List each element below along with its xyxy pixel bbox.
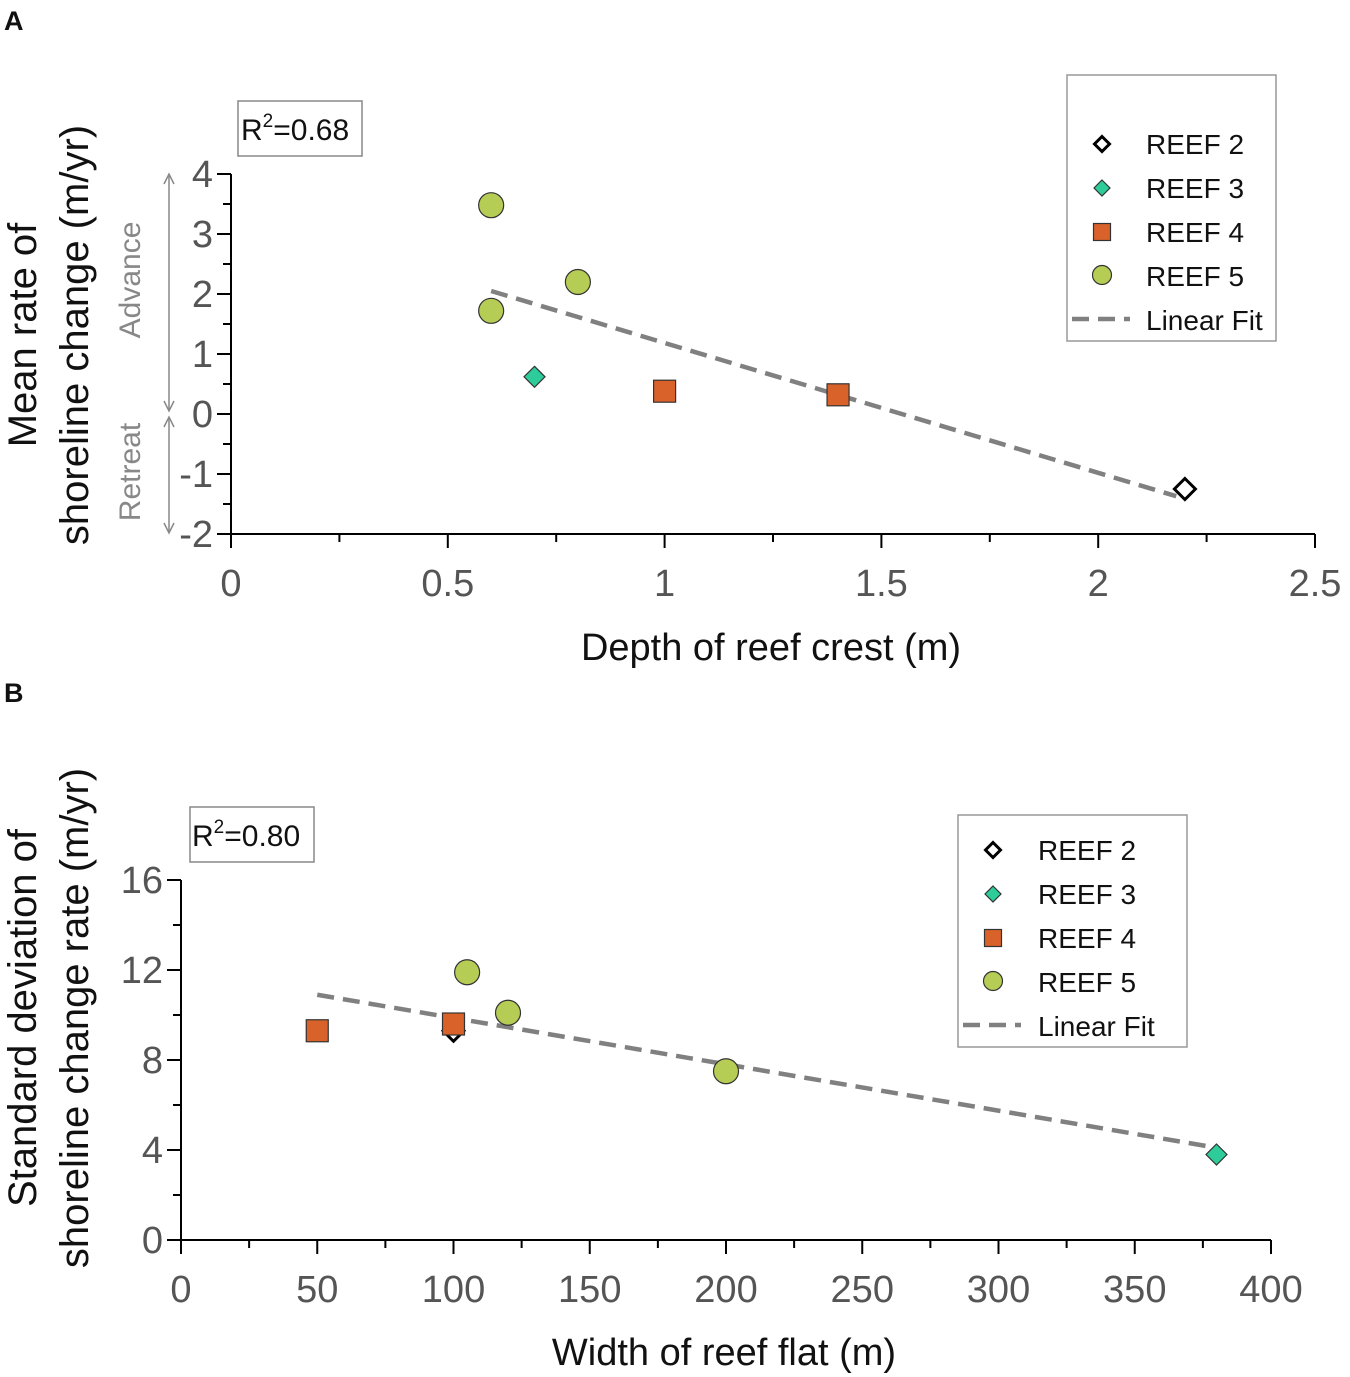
panel-a-point-reef5 [564, 268, 591, 296]
panel-b-label: B [4, 678, 24, 708]
panel-a-retreat-arrow [163, 415, 175, 535]
panel-a-ytick-label: 3 [192, 214, 213, 256]
panel-a-legend-reef5: REEF 5 [1146, 261, 1244, 292]
panel-a-legend-box [1066, 74, 1277, 342]
panel-a-legend-reef3: REEF 3 [1146, 173, 1244, 204]
panel-b-xtick-label: 100 [422, 1269, 485, 1311]
panel-b-ytick-label: 4 [142, 1130, 163, 1172]
panel-b-legend-marker-reef3 [984, 885, 1002, 903]
panel-b-r2-text: R2=0.80 [192, 817, 300, 853]
panel-b-xlabel: Width of reef flat (m) [552, 1332, 896, 1374]
panel-b-xtick-label: 300 [967, 1269, 1030, 1311]
panel-b-point-reef4 [305, 1019, 329, 1043]
panel-b-linear-fit-line [316, 992, 1217, 1150]
panel-a: A Mean rate of shoreline change (m/yr) A… [1, 6, 1341, 669]
panel-b-legend-reef2: REEF 2 [1038, 835, 1136, 866]
panel-b-legend-reef5: REEF 5 [1038, 967, 1136, 998]
panel-a-point-reef4 [826, 383, 850, 407]
panel-a-r2-text: R2=0.68 [241, 111, 349, 147]
panel-b-points-layer [305, 959, 1228, 1166]
panel-a-legend-marker-reef4 [1092, 222, 1112, 242]
panel-b-xtick-label: 50 [296, 1269, 338, 1311]
panel-b-legend-fit: Linear Fit [1038, 1011, 1155, 1042]
panel-a-legend: REEF 2 REEF 3 REEF 4 REEF 5 Linear Fit [1066, 74, 1277, 342]
panel-b-ytick-label: 0 [142, 1220, 163, 1262]
panel-a-ylabel-line1: Mean rate of [1, 222, 45, 447]
panel-a-legend-marker-reef5 [1091, 264, 1113, 286]
panel-b-point-reef5 [454, 959, 481, 986]
panel-a-point-reef3 [523, 365, 546, 389]
panel-a-legend-fit: Linear Fit [1146, 305, 1263, 336]
panel-b-point-reef4 [441, 1012, 466, 1036]
panel-a-xtick-label: 1 [654, 563, 675, 605]
panel-a-point-reef5 [478, 192, 505, 219]
panel-a-xtick-label: 1.5 [855, 563, 908, 605]
panel-a-ytick-label: 0 [192, 394, 213, 436]
panel-a-xtick-label: 2.5 [1289, 563, 1342, 605]
panel-b-xtick-label: 350 [1103, 1269, 1166, 1311]
panel-a-xtick-label: 2 [1088, 563, 1109, 605]
panel-b-xtick-label: 0 [170, 1269, 191, 1311]
panel-b-legend-reef3: REEF 3 [1038, 879, 1136, 910]
panel-a-advance-arrow [163, 172, 175, 413]
panel-a-advance-label: Advance [114, 222, 147, 339]
panel-a-ytick-label: -1 [179, 454, 213, 496]
panel-a-ytick-label: -2 [179, 514, 213, 556]
panel-b-ylabel-line1: Standard deviation of [1, 828, 45, 1207]
panel-b-fit-layer [316, 992, 1217, 1150]
panel-b-legend-reef4: REEF 4 [1038, 923, 1136, 954]
panel-b-ytick-label: 16 [121, 860, 163, 902]
panel-b-xtick-label: 400 [1239, 1269, 1302, 1311]
panel-b-legend: REEF 2 REEF 3 REEF 4 REEF 5 Linear Fit [957, 814, 1188, 1048]
panel-b-r2-box [189, 806, 315, 863]
panel-a-legend-marker-reef2 [1092, 134, 1112, 154]
panel-b-xtick-label: 150 [558, 1269, 621, 1311]
panel-a-ytick-label: 1 [192, 334, 213, 376]
panel-b-legend-marker-reef5 [982, 970, 1004, 992]
panel-b-legend-marker-reef2 [983, 840, 1003, 860]
panel-a-linear-fit-line [490, 288, 1177, 499]
panel-b-legend-marker-reef4 [983, 928, 1003, 948]
panel-a-ylabel-line2: shoreline change (m/yr) [53, 125, 97, 545]
panel-a-xtick-label: 0.5 [421, 563, 474, 605]
panel-b: B Standard deviation of shoreline change… [1, 678, 1303, 1374]
panel-b-xtick-label: 250 [831, 1269, 894, 1311]
panel-a-point-reef2 [1172, 476, 1198, 502]
panel-a-point-reef4 [652, 379, 677, 403]
panel-a-ytick-label: 4 [192, 154, 213, 196]
panel-a-points-layer [478, 192, 1198, 502]
panel-b-xtick-label: 200 [694, 1269, 757, 1311]
panel-a-retreat-label: Retreat [114, 422, 147, 521]
panel-a-ytick-label: 2 [192, 274, 213, 316]
panel-a-r2-box [237, 100, 363, 157]
panel-b-ylabel-line2: shoreline change rate (m/yr) [53, 768, 97, 1268]
panel-a-xtick-label: 0 [220, 563, 241, 605]
panel-b-point-reef5 [712, 1058, 740, 1085]
panel-b-point-reef3 [1205, 1143, 1228, 1166]
panel-b-ytick-label: 12 [121, 950, 163, 992]
panel-a-legend-marker-reef3 [1093, 179, 1111, 197]
panel-a-label: A [4, 6, 24, 36]
panel-b-ytick-label: 8 [142, 1040, 163, 1082]
panel-a-point-reef5 [478, 297, 505, 324]
panel-a-legend-reef2: REEF 2 [1146, 129, 1244, 160]
panel-a-fit-layer [490, 288, 1177, 499]
panel-b-point-reef5 [494, 999, 522, 1026]
panel-a-xlabel: Depth of reef crest (m) [581, 627, 961, 669]
panel-a-legend-reef4: REEF 4 [1146, 217, 1244, 248]
